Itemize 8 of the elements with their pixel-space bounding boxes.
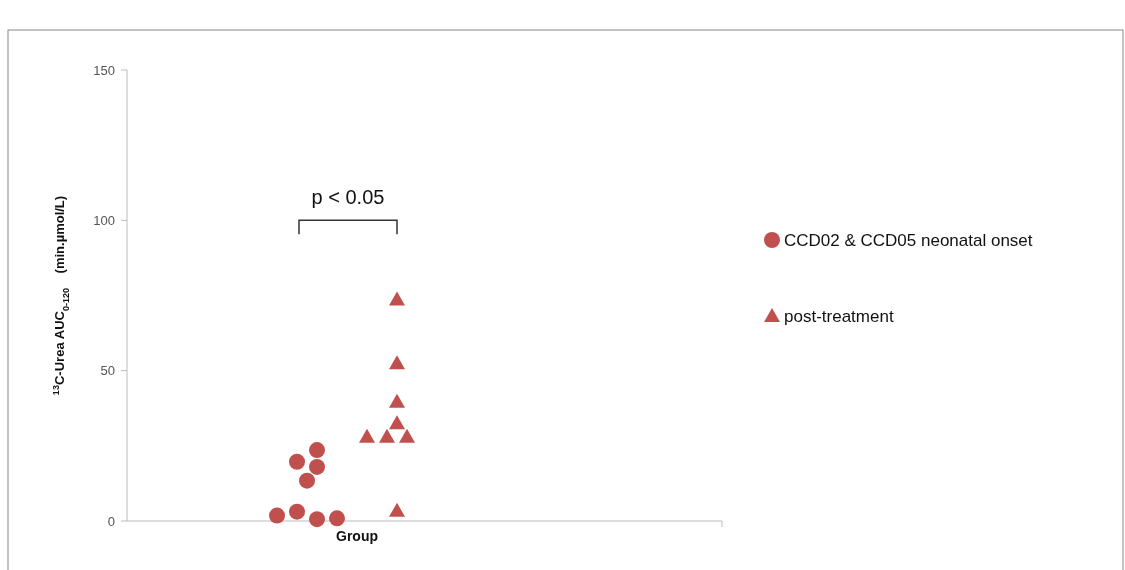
x-tick-label: Group [336, 528, 378, 544]
legend-label: post-treatment [784, 306, 894, 326]
legend-label: CCD02 & CCD05 neonatal onset [784, 230, 1033, 250]
y-tick-label: 100 [93, 212, 115, 228]
y-tick-label: 0 [107, 513, 115, 529]
y-tick-label: 150 [93, 62, 115, 78]
annotation: p < 0.05 [311, 186, 385, 209]
y-tick-label: 50 [100, 363, 115, 379]
